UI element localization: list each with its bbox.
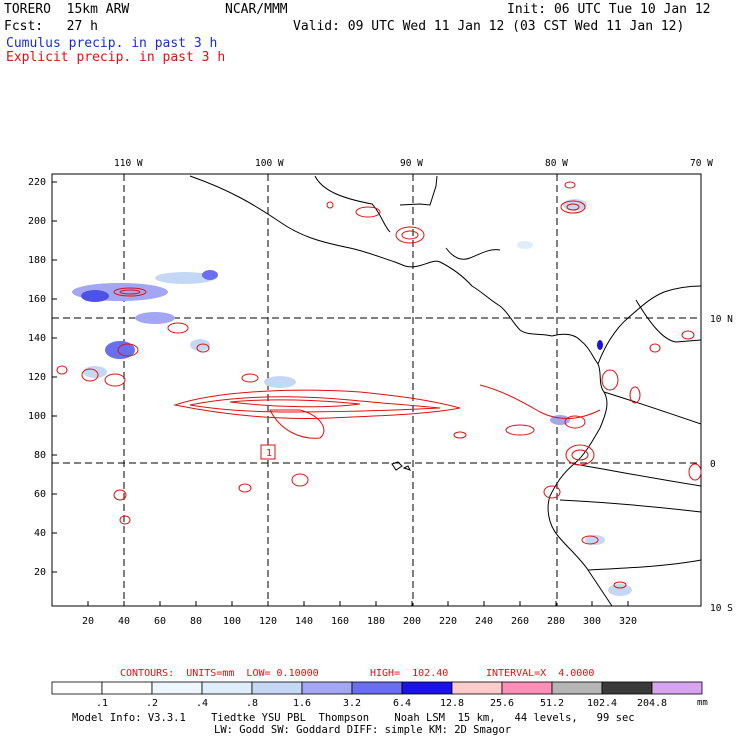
y-tick-label: 120 <box>28 372 46 383</box>
x-tick-label: 80 <box>190 616 202 627</box>
y-tick-label: 80 <box>34 450 46 461</box>
x-tick-label: 180 <box>367 616 385 627</box>
y-tick-label: 220 <box>28 177 46 188</box>
x-tick-label: 160 <box>331 616 349 627</box>
colorbar-tick-label: .8 <box>246 698 258 709</box>
lat-label-10n: 10 N <box>710 314 733 325</box>
contour-high: HIGH= 102.40 <box>370 668 449 679</box>
x-tick-label: 60 <box>154 616 166 627</box>
x-tick-label: 280 <box>547 616 565 627</box>
colorbar-swatch <box>651 681 703 695</box>
colorbar-swatch <box>501 681 553 695</box>
colorbar-units: mm <box>697 698 708 708</box>
colorbar-swatch <box>51 681 103 695</box>
x-tick-label: 140 <box>295 616 313 627</box>
lon-label-80w: 80 W <box>545 158 568 169</box>
x-tick-label: 260 <box>511 616 529 627</box>
contour-interval: INTERVAL=X 4.0000 <box>486 668 595 679</box>
colorbar-swatch <box>351 681 403 695</box>
colorbar-tick-label: 51.2 <box>540 698 564 709</box>
colorbar-tick-label: 102.4 <box>587 698 617 709</box>
x-tick-label: 200 <box>403 616 421 627</box>
y-tick-label: 140 <box>28 333 46 344</box>
coastlines <box>189 175 702 607</box>
y-ticks <box>52 181 57 573</box>
lon-label-70w: 70 W <box>690 158 713 169</box>
y-tick-label: 60 <box>34 489 46 500</box>
colorbar-tick-label: 25.6 <box>490 698 514 709</box>
colorbar-swatch <box>401 681 453 695</box>
colorbar-swatch <box>201 681 253 695</box>
valid-time: Valid: 09 UTC Wed 11 Jan 12 (03 CST Wed … <box>293 19 685 34</box>
y-tick-label: 40 <box>34 528 46 539</box>
colorbar-tick-label: 6.4 <box>393 698 411 709</box>
colorbar-swatch <box>101 681 153 695</box>
lat-label-10s: 10 S <box>710 603 733 614</box>
cumulus-precip <box>72 199 632 596</box>
x-ticks <box>87 601 629 606</box>
colorbar-tick-label: .4 <box>196 698 208 709</box>
model-title: TORERO 15km ARW <box>4 2 130 17</box>
contour-info: CONTOURS: UNITS=mm LOW= 0.10000 <box>120 668 319 679</box>
lat-label-0: 0 <box>710 459 716 470</box>
x-tick-label: 100 <box>223 616 241 627</box>
colorbar-swatch <box>601 681 653 695</box>
lon-label-100w: 100 W <box>255 158 284 169</box>
forecast-hour: Fcst: 27 h <box>4 19 98 34</box>
colorbar-tick-label: .2 <box>146 698 158 709</box>
x-tick-label: 20 <box>82 616 94 627</box>
colorbar-tick-label: .1 <box>96 698 108 709</box>
location-marker-label: 1 <box>266 448 272 459</box>
colorbar-labels: .1 .2 .4 .8 1.6 3.2 6.4 12.8 25.6 51.2 102.4 204.8 <box>96 698 667 709</box>
x-tick-label: 320 <box>619 616 637 627</box>
colorbar-tick-label: 204.8 <box>637 698 667 709</box>
y-tick-label: 20 <box>34 567 46 578</box>
x-tick-label: 120 <box>259 616 277 627</box>
colorbar-tick-label: 12.8 <box>440 698 464 709</box>
model-info-line2: LW: Godd SW: Goddard DIFF: simple KM: 2D… <box>214 724 512 736</box>
colorbar-swatch <box>151 681 203 695</box>
graticule <box>52 174 701 606</box>
explicit-legend: Explicit precip. in past 3 h <box>6 50 226 65</box>
cumulus-legend: Cumulus precip. in past 3 h <box>6 36 218 51</box>
colorbar <box>51 681 703 695</box>
x-tick-label: 240 <box>475 616 493 627</box>
y-tick-label: 200 <box>28 216 46 227</box>
y-tick-label: 100 <box>28 411 46 422</box>
y-tick-label: 160 <box>28 294 46 305</box>
x-tick-label: 300 <box>583 616 601 627</box>
colorbar-swatch <box>451 681 503 695</box>
colorbar-swatch <box>551 681 603 695</box>
model-info-line1: Model Info: V3.3.1 Tiedtke YSU PBL Thomp… <box>72 712 635 724</box>
location-marker <box>260 444 276 460</box>
colorbar-swatch <box>251 681 303 695</box>
colorbar-tick-label: 3.2 <box>343 698 361 709</box>
explicit-precip-contours <box>56 181 702 589</box>
x-tick-label: 40 <box>118 616 130 627</box>
init-time: Init: 06 UTC Tue 10 Jan 12 <box>507 2 711 17</box>
y-tick-label: 180 <box>28 255 46 266</box>
colorbar-swatch <box>301 681 353 695</box>
lon-label-110w: 110 W <box>114 158 143 169</box>
y-axis: 220 200 180 160 140 120 100 80 60 40 20 <box>28 177 46 578</box>
x-axis: 20 40 60 80 100 120 140 160 180 200 220 … <box>82 616 637 627</box>
org-label: NCAR/MMM <box>225 2 288 17</box>
x-tick-label: 220 <box>439 616 457 627</box>
lon-label-90w: 90 W <box>400 158 423 169</box>
colorbar-tick-label: 1.6 <box>293 698 311 709</box>
